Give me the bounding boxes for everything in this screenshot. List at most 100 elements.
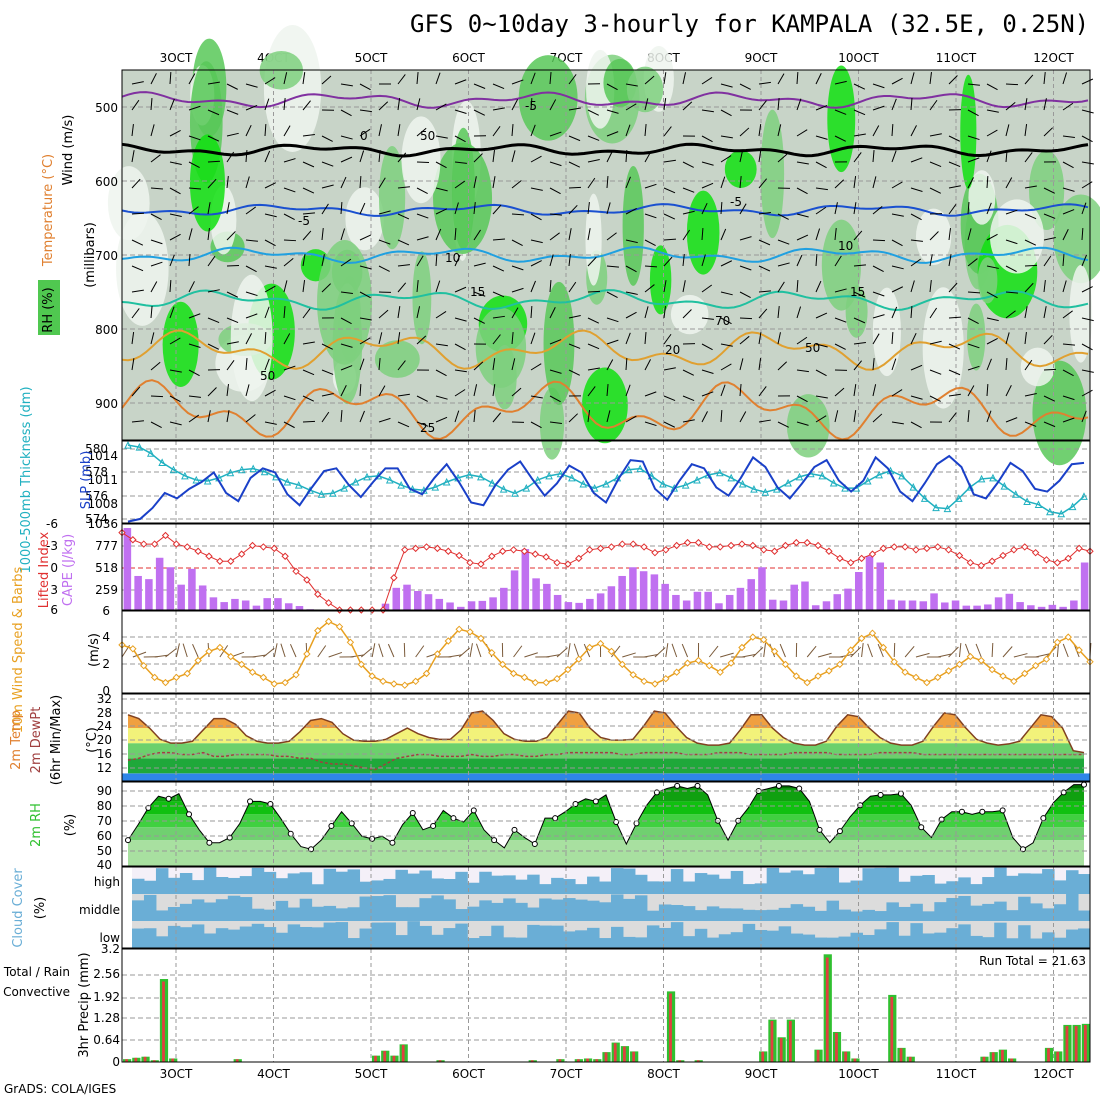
wind-barb xyxy=(853,152,862,163)
wind-barb xyxy=(986,109,999,113)
wind-barb xyxy=(226,176,229,189)
cloud-bar xyxy=(646,881,660,894)
cloud-bar xyxy=(1042,869,1055,894)
wind-barb-10m xyxy=(573,643,580,658)
cloud-bar xyxy=(251,908,265,921)
contour-label: -5 xyxy=(298,214,310,228)
cloud-bar xyxy=(431,934,444,948)
rh-blob xyxy=(412,251,432,345)
wind-barb xyxy=(207,202,211,215)
li-marker xyxy=(781,541,790,550)
convective-bar xyxy=(1001,1050,1004,1062)
wind-barb xyxy=(454,286,467,293)
wind-barb xyxy=(549,395,561,403)
convective-bar xyxy=(899,1048,903,1062)
cloud-bar xyxy=(898,906,911,921)
wind-barb xyxy=(758,265,771,272)
wind-barb-10m xyxy=(317,645,327,658)
wind-barb xyxy=(454,109,467,114)
cloud-bar xyxy=(419,870,432,894)
wind-barb xyxy=(511,287,524,293)
wind-barb xyxy=(739,203,747,215)
wind-barb xyxy=(910,421,922,429)
wind-barb xyxy=(853,176,857,189)
thickness-marker xyxy=(1046,507,1054,516)
cape-bar xyxy=(274,598,282,610)
wind-barb xyxy=(758,308,768,319)
rh-marker xyxy=(145,804,152,811)
wind-barb xyxy=(891,239,903,247)
cloud-bar xyxy=(132,878,145,894)
cloud-bar xyxy=(479,900,492,921)
wind-barb xyxy=(1024,213,1037,220)
wind-barb xyxy=(226,341,239,345)
cloud-bar xyxy=(982,877,995,894)
temp-tick: 12 xyxy=(97,761,112,775)
wind-barb xyxy=(1043,187,1055,194)
wind-barb xyxy=(910,332,917,345)
wind-barb xyxy=(264,182,276,189)
top-date-label: 10OCT xyxy=(838,51,879,65)
cape-bar xyxy=(1059,606,1067,610)
wind-speed-marker xyxy=(934,673,942,682)
wind-barb xyxy=(777,306,780,319)
wind-barb xyxy=(1043,236,1056,241)
wind-barb xyxy=(264,239,276,247)
cape-bar xyxy=(1005,593,1014,610)
cloud-bar xyxy=(191,880,205,894)
wind-speed-marker xyxy=(520,673,529,682)
cloud-bar xyxy=(359,928,372,948)
cloud-bar xyxy=(251,867,265,894)
wind-barb xyxy=(644,359,651,371)
wind-barb xyxy=(587,228,591,241)
wind-barb xyxy=(891,265,904,270)
wind-speed-marker xyxy=(879,643,888,652)
wind-barb xyxy=(397,239,410,246)
li-marker xyxy=(237,550,246,558)
wind-barb xyxy=(530,239,543,244)
rh-blob xyxy=(786,394,830,458)
wind-barb-10m xyxy=(556,647,568,658)
li-marker xyxy=(857,554,866,563)
wind-barb xyxy=(416,236,429,241)
wind-speed-marker xyxy=(422,669,431,678)
convective-bar xyxy=(530,1060,534,1062)
footer-credit: GrADS: COLA/IGES xyxy=(4,1082,117,1096)
convective-bar xyxy=(696,1060,700,1062)
wind-speed-marker xyxy=(498,660,507,669)
wind-barb-10m xyxy=(1013,653,1028,658)
wind-barb xyxy=(492,83,505,90)
cape-bar xyxy=(941,602,949,610)
wind-barb-10m xyxy=(290,643,297,658)
wind-barb xyxy=(948,203,957,215)
wind-barb xyxy=(321,369,334,375)
wind-barb xyxy=(1062,209,1075,215)
thickness-marker xyxy=(909,483,918,491)
wind-barb xyxy=(758,386,767,397)
cloud-bar xyxy=(850,932,863,948)
wind-barb xyxy=(625,384,631,397)
wind-barb xyxy=(853,202,857,215)
cape-bar xyxy=(661,583,669,610)
bottom-date-label: 6OCT xyxy=(452,1067,485,1081)
wind-barb xyxy=(397,306,401,319)
cloud-bar xyxy=(143,880,157,894)
wind-barb xyxy=(340,258,352,267)
wind-speed-marker xyxy=(781,660,790,669)
wind-barb xyxy=(948,228,951,241)
wind-barb xyxy=(568,135,581,142)
wind-barb xyxy=(1024,359,1033,371)
precip-tick: 3.2 xyxy=(101,942,120,956)
wind-speed-marker xyxy=(205,647,213,656)
wind-barb xyxy=(359,265,372,270)
wind-barb xyxy=(207,410,211,423)
cape-bar xyxy=(575,602,583,610)
wind-barb xyxy=(777,98,780,111)
rh-marker xyxy=(958,808,965,815)
li-marker xyxy=(194,547,202,555)
wind-speed-marker xyxy=(770,647,779,656)
thickness-marker xyxy=(693,475,701,484)
cloud-bar xyxy=(622,868,636,894)
wind-barb xyxy=(359,83,371,91)
li-tick: 3 xyxy=(50,583,58,597)
